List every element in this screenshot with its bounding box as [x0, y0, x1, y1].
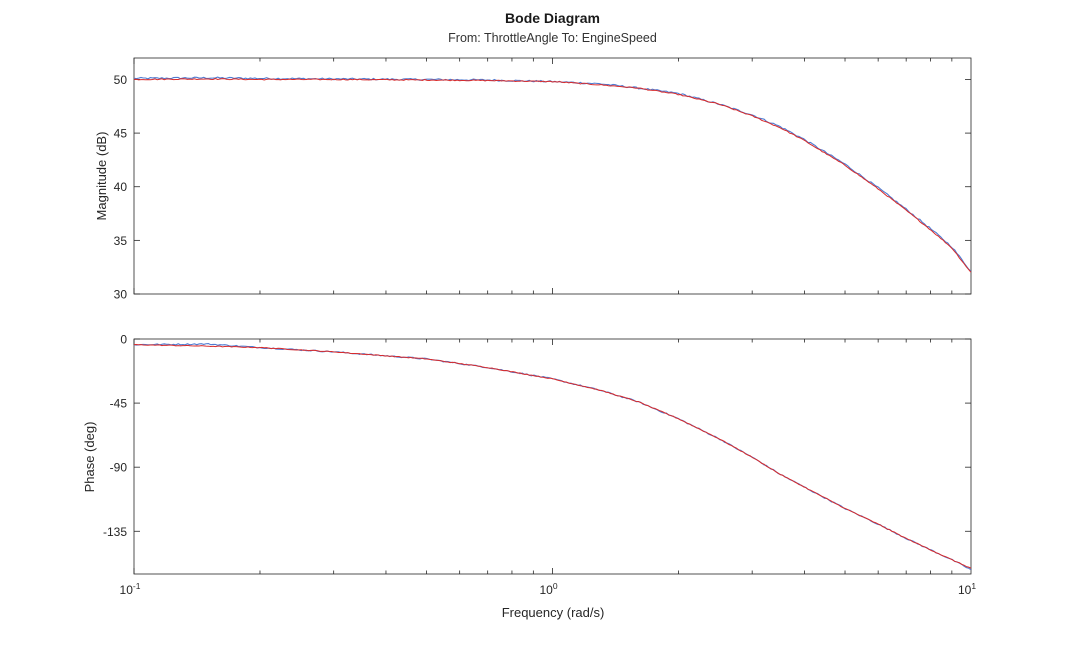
phase-y-tick-label: -90: [110, 461, 128, 475]
magnitude-y-tick-label: 40: [114, 180, 128, 194]
magnitude-y-tick-label: 30: [114, 288, 128, 302]
phase-series-line-2: [134, 343, 971, 569]
chart-subtitle: From: ThrottleAngle To: EngineSpeed: [448, 31, 657, 45]
x-tick-label: 100: [539, 581, 557, 597]
phase-y-axis-label: Phase (deg): [82, 422, 97, 493]
phase-axes: -135 -90 -45 0 10-1 100 101: [103, 333, 976, 598]
magnitude-y-tick-label: 35: [114, 234, 128, 248]
phase-series-line-1: [134, 342, 971, 571]
magnitude-y-axis-label: Magnitude (dB): [94, 132, 109, 221]
x-tick-label: 101: [958, 581, 976, 597]
magnitude-y-tick-label: 50: [114, 73, 128, 87]
magnitude-series-line-2: [134, 78, 971, 273]
chart-title: Bode Diagram: [505, 10, 600, 26]
magnitude-series-line-1: [134, 76, 971, 272]
phase-y-tick-label: -135: [103, 525, 127, 539]
x-axis-label: Frequency (rad/s): [502, 605, 605, 620]
phase-y-tick-label: 0: [120, 333, 127, 347]
magnitude-axes: 30 35 40 45 50: [114, 57, 972, 302]
magnitude-plot-frame: [133, 57, 972, 295]
x-tick-label: 10-1: [120, 581, 141, 597]
magnitude-y-tick-label: 45: [114, 127, 128, 141]
phase-y-tick-label: -45: [110, 397, 128, 411]
phase-plot-frame: [133, 338, 972, 575]
